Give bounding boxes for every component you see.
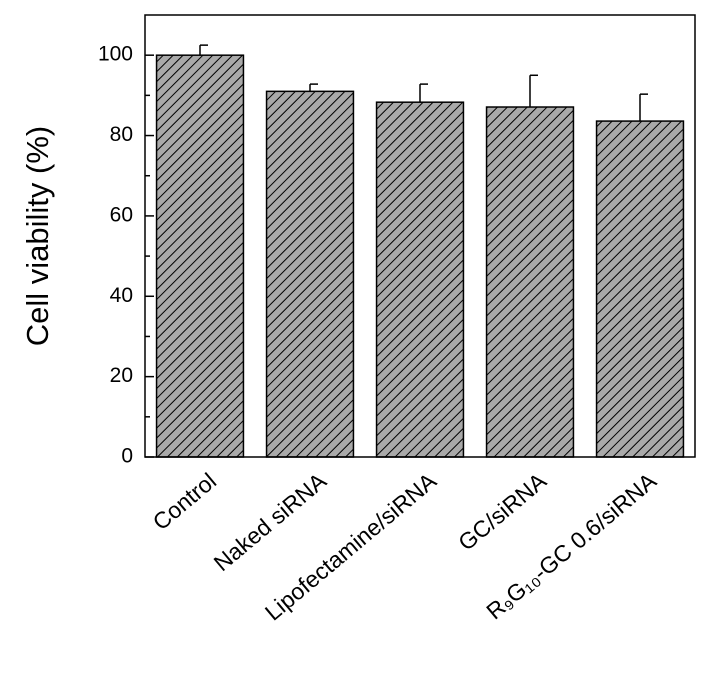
y-tick-label: 0: [121, 445, 133, 468]
y-tick-label: 100: [98, 43, 133, 66]
bar: [595, 120, 685, 458]
bar: [155, 54, 245, 458]
x-tick-label: Control: [148, 468, 222, 536]
x-tick-label: GC/siRNA: [453, 467, 551, 556]
y-tick-label: 80: [110, 123, 133, 146]
y-tick-label: 40: [110, 284, 133, 307]
bar: [485, 106, 575, 458]
plot-frame: [144, 14, 696, 458]
bar: [265, 90, 355, 458]
y-tick-label: 20: [110, 364, 133, 387]
y-axis-label: Cell viability (%): [20, 126, 55, 346]
y-tick-label: 60: [110, 203, 133, 226]
bar: [375, 101, 465, 458]
